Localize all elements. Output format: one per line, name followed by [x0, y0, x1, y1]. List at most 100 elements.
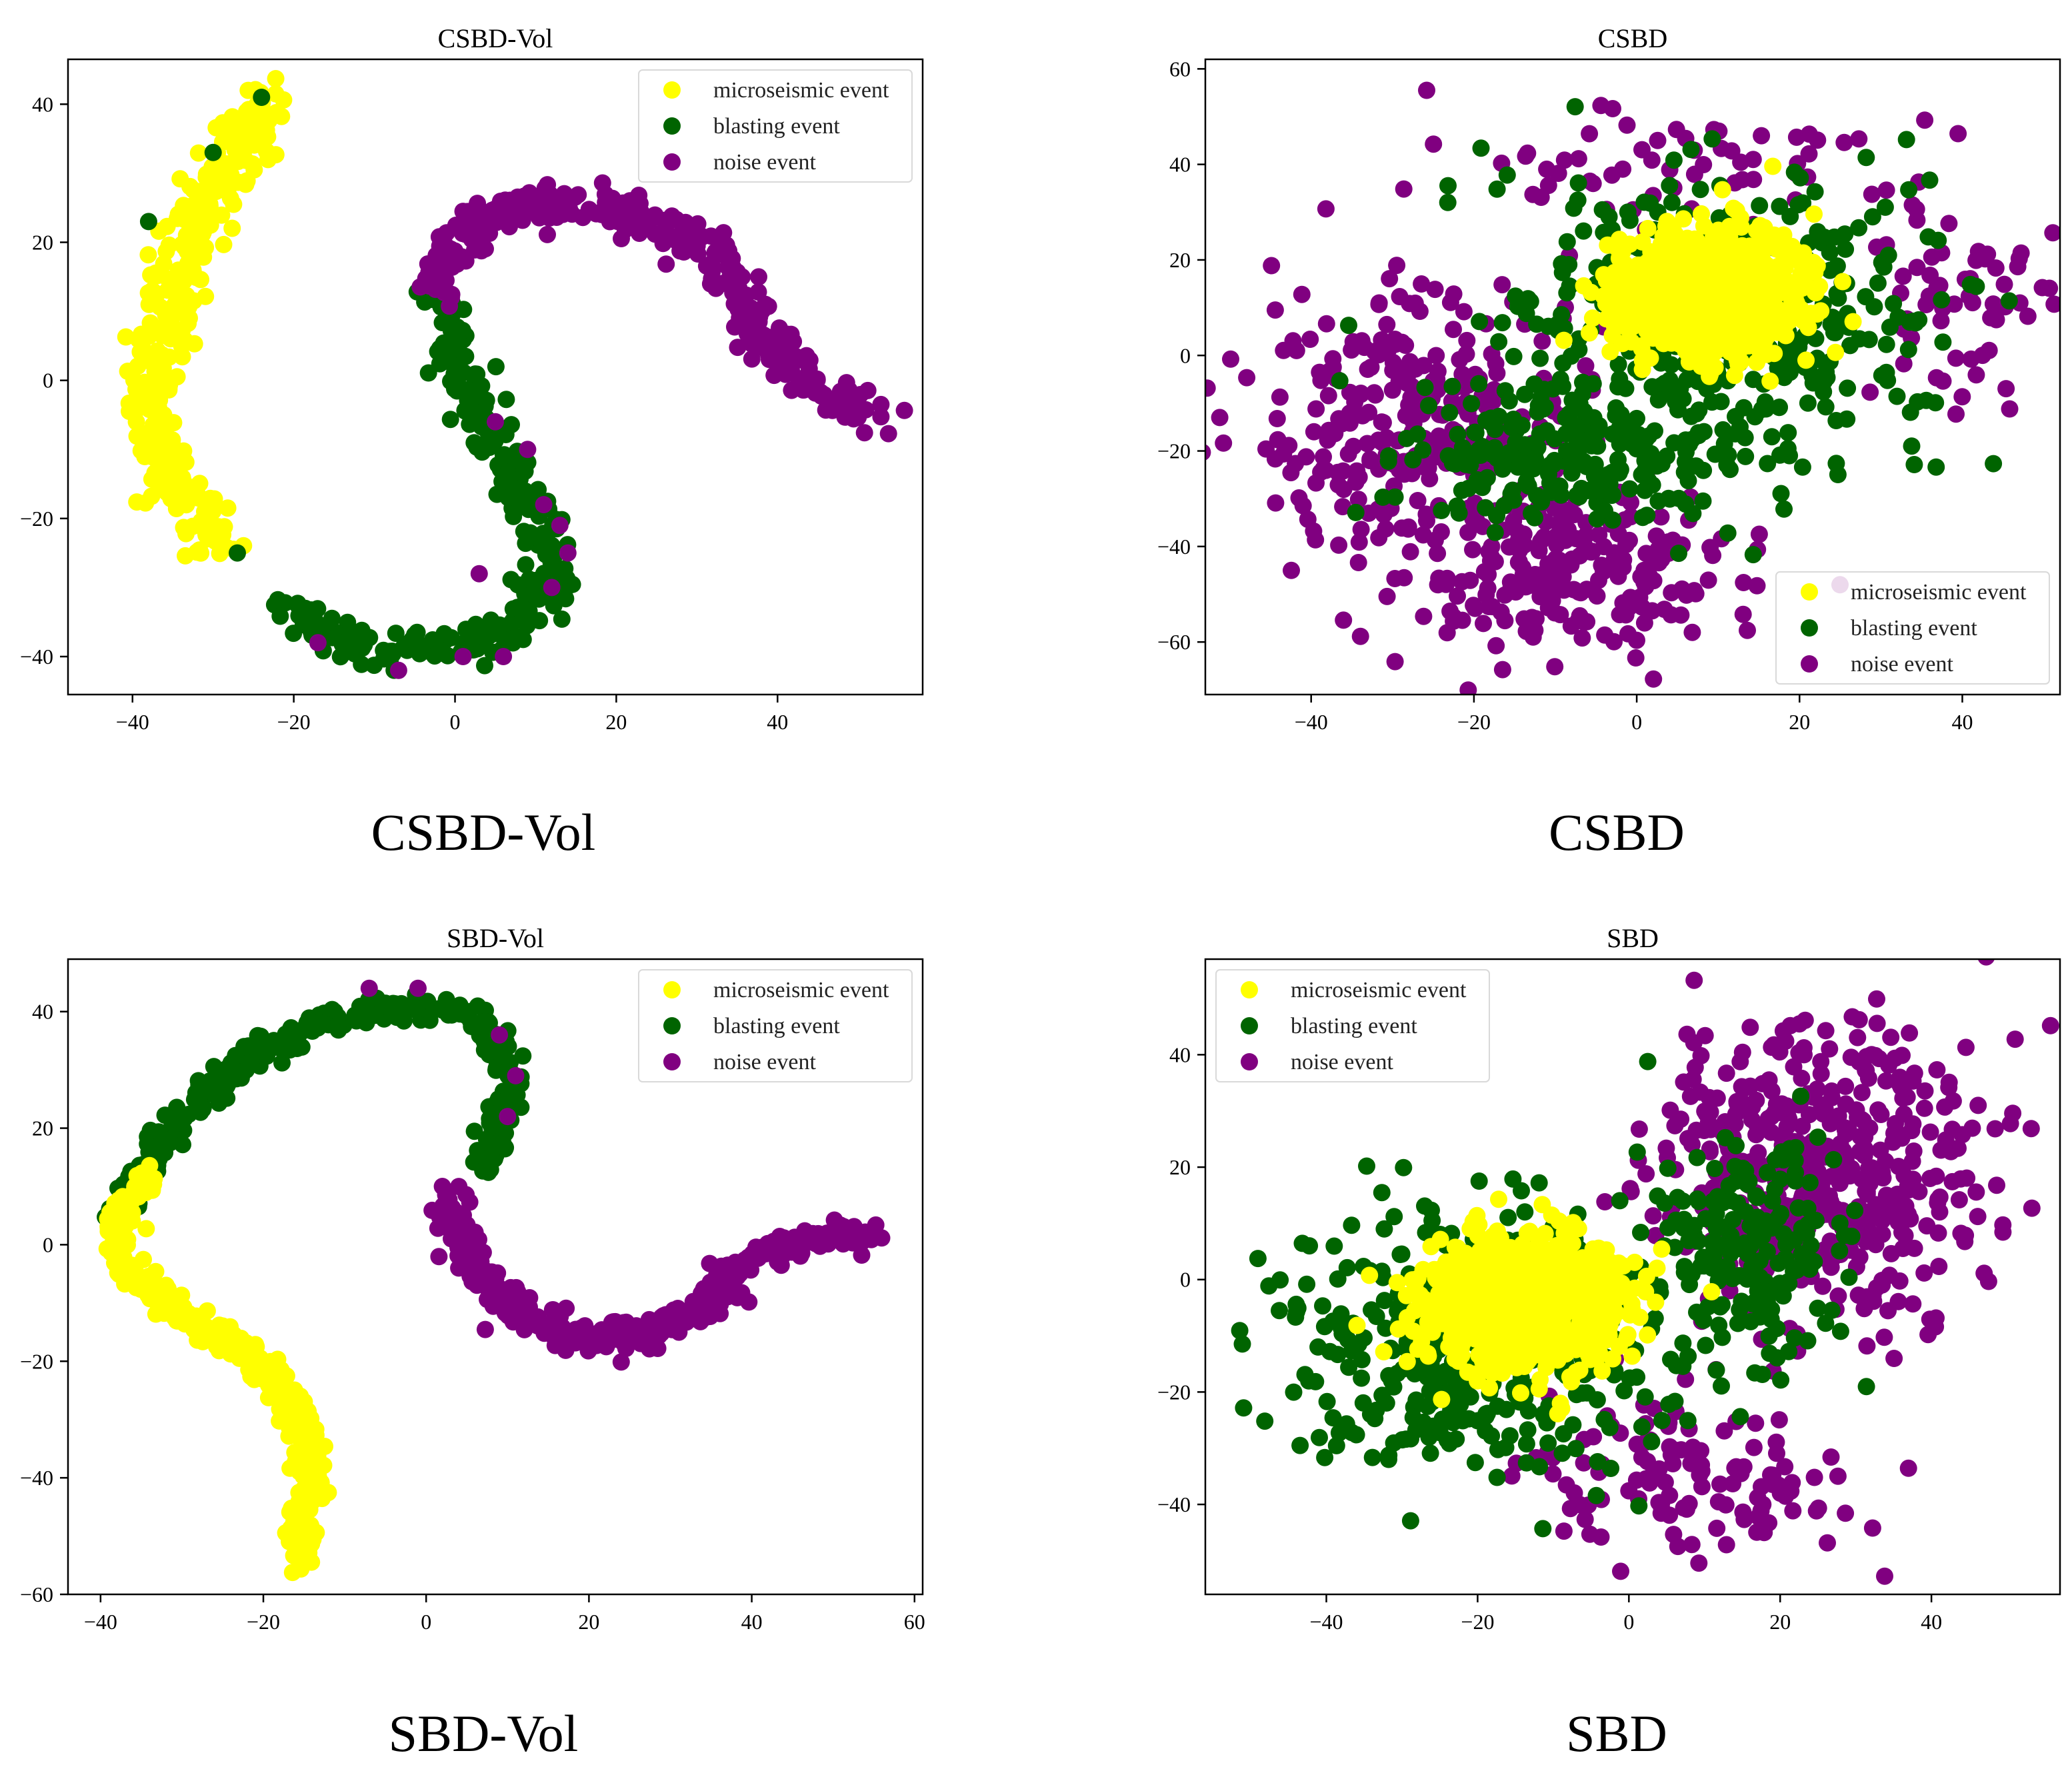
data-point-blasting	[246, 1039, 264, 1057]
data-point-microseismic	[1629, 256, 1647, 274]
plot-area	[97, 979, 891, 1582]
data-point-noise	[1374, 414, 1392, 431]
data-point-noise	[1690, 1554, 1708, 1572]
data-point-blasting	[1486, 523, 1504, 541]
data-point-noise	[1604, 100, 1621, 117]
data-point-microseismic	[1797, 351, 1815, 369]
data-point-noise	[1493, 276, 1511, 294]
data-point-noise	[879, 425, 897, 443]
data-point-noise	[1943, 1120, 1961, 1138]
data-point-blasting	[1575, 403, 1593, 421]
data-point-noise	[1317, 200, 1335, 218]
data-point-blasting	[1565, 199, 1583, 217]
data-point-noise	[1257, 440, 1275, 458]
data-point-noise	[1715, 1422, 1733, 1440]
data-point-blasting	[1817, 398, 1835, 416]
data-point-noise	[1683, 1536, 1701, 1554]
data-point-noise	[1747, 1091, 1765, 1109]
data-point-noise	[1605, 557, 1623, 575]
data-point-noise	[1484, 392, 1502, 410]
data-point-blasting	[150, 1123, 168, 1141]
axes-frame	[67, 958, 924, 1596]
data-point-blasting	[1482, 414, 1500, 432]
data-point-noise	[447, 217, 465, 234]
data-point-microseismic	[1679, 331, 1697, 349]
data-point-noise	[1418, 81, 1435, 99]
data-point-blasting	[439, 647, 457, 665]
plot-area	[1231, 940, 2059, 1585]
data-point-noise	[1557, 531, 1575, 549]
data-point-noise	[703, 1277, 721, 1295]
data-point-noise	[1874, 1169, 1892, 1187]
data-point-blasting	[1781, 363, 1799, 381]
data-point-noise	[2044, 224, 2060, 242]
data-point-noise	[1857, 1048, 1875, 1066]
data-point-noise	[1882, 1028, 1900, 1046]
data-point-blasting	[1466, 423, 1484, 441]
data-point-microseismic	[164, 1292, 182, 1310]
data-point-noise	[831, 1216, 849, 1234]
data-point-noise	[454, 648, 472, 665]
data-point-microseismic	[143, 397, 161, 415]
data-point-blasting	[1648, 457, 1666, 475]
data-point-noise	[863, 1228, 881, 1246]
data-point-noise	[1835, 133, 1853, 151]
data-point-microseismic	[1643, 319, 1661, 337]
data-point-blasting	[1503, 419, 1521, 437]
data-point-noise	[476, 1320, 494, 1338]
data-point-microseismic	[257, 121, 275, 139]
data-point-noise	[1297, 448, 1315, 466]
data-point-microseismic	[1583, 309, 1601, 327]
data-point-noise	[1829, 1467, 1847, 1485]
data-point-microseismic	[271, 1361, 289, 1379]
data-point-noise	[1754, 1496, 1772, 1514]
data-point-blasting	[1567, 1440, 1585, 1458]
data-point-blasting	[1565, 449, 1583, 467]
data-point-blasting	[1574, 373, 1591, 391]
data-point-noise	[1533, 332, 1551, 350]
data-point-noise	[1693, 1456, 1711, 1474]
x-tick-label: 40	[1951, 710, 1973, 734]
data-point-microseismic	[1718, 279, 1736, 297]
data-point-noise	[895, 401, 913, 419]
legend-marker-noise	[663, 1053, 681, 1070]
data-point-blasting	[1719, 524, 1737, 542]
data-point-noise	[1683, 623, 1701, 641]
data-point-noise	[630, 187, 648, 204]
chart-title: SBD-Vol	[447, 923, 544, 953]
data-point-blasting	[1670, 545, 1687, 563]
data-point-noise	[1271, 388, 1289, 406]
data-point-microseismic	[1793, 265, 1811, 283]
data-point-noise	[1973, 347, 1991, 365]
data-point-noise	[1307, 474, 1325, 492]
data-point-microseismic	[215, 235, 233, 253]
legend-box	[638, 69, 913, 183]
data-point-noise	[1393, 333, 1411, 351]
data-point-microseismic	[157, 243, 175, 261]
data-point-blasting	[1665, 434, 1683, 452]
data-point-noise	[1578, 613, 1596, 631]
data-point-noise	[1882, 940, 1899, 957]
data-point-noise	[1349, 491, 1367, 509]
data-point-noise	[1673, 580, 1691, 598]
data-point-blasting	[1674, 390, 1692, 408]
data-point-noise	[1493, 661, 1511, 679]
data-point-noise	[1735, 1079, 1753, 1097]
legend-label-microseismic: microseismic event	[713, 978, 889, 1002]
data-point-blasting	[1857, 288, 1875, 306]
data-point-noise	[1370, 529, 1388, 547]
data-point-noise	[2023, 1199, 2041, 1217]
data-point-noise	[1621, 589, 1639, 607]
data-point-blasting	[1516, 436, 1534, 454]
x-tick-label: −20	[277, 710, 311, 734]
data-point-blasting	[1554, 377, 1572, 395]
data-point-noise	[1701, 1140, 1719, 1158]
data-point-blasting	[1604, 486, 1622, 504]
data-point-blasting	[1661, 177, 1679, 195]
data-point-blasting	[1905, 456, 1923, 473]
data-point-blasting	[175, 1109, 193, 1127]
data-point-noise	[1535, 528, 1553, 546]
data-point-blasting	[1897, 131, 1915, 149]
data-point-noise	[1301, 331, 1319, 348]
